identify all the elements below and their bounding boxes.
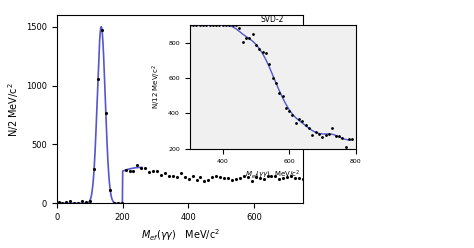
Y-axis label: N/12 MeV/c$^2$: N/12 MeV/c$^2$ <box>150 64 163 109</box>
Title: SVD-2: SVD-2 <box>261 15 284 24</box>
X-axis label: $M_{ef}(\gamma\gamma)$  MeV/c$^2$: $M_{ef}(\gamma\gamma)$ MeV/c$^2$ <box>245 169 300 181</box>
Y-axis label: N/2 MeV/c$^2$: N/2 MeV/c$^2$ <box>6 82 20 137</box>
X-axis label: $M_{ef}(\gamma\gamma)$   MeV/c$^2$: $M_{ef}(\gamma\gamma)$ MeV/c$^2$ <box>141 228 219 244</box>
